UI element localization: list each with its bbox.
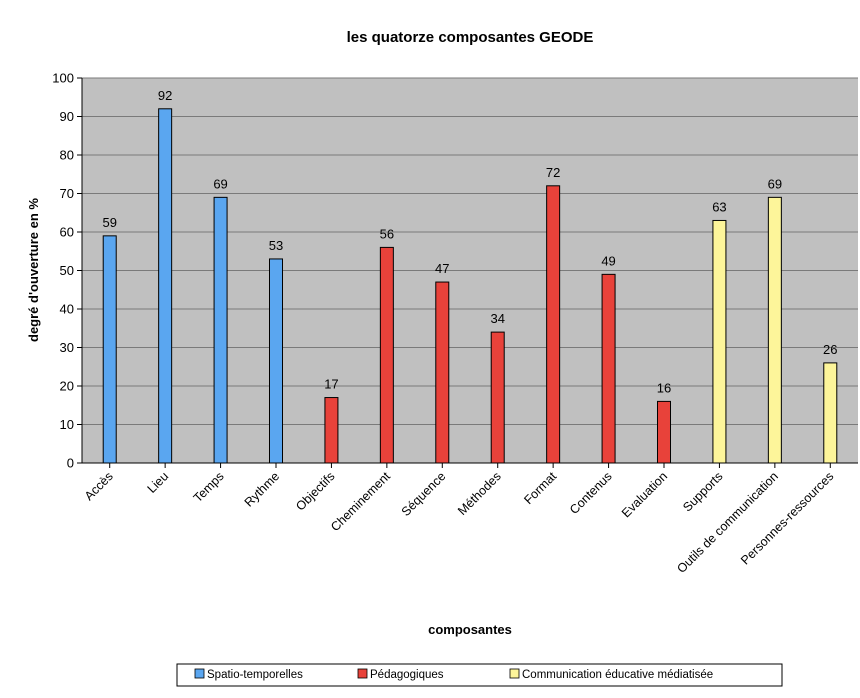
x-tick-label-outils-de-communication: Outils de communication [674, 469, 781, 576]
y-tick-label: 10 [60, 417, 74, 432]
data-label-supports: 63 [712, 199, 726, 214]
data-label-sequence: 47 [435, 261, 449, 276]
x-tick-label-temps: Temps [191, 469, 227, 505]
bar-personnes-ressources [823, 362, 838, 464]
data-label-methodes: 34 [490, 311, 504, 326]
bar-acces [102, 235, 117, 464]
y-tick-label: 80 [60, 148, 74, 163]
x-axis-title: composantes [428, 622, 512, 637]
x-tick-label-lieu: Lieu [145, 469, 172, 496]
legend-swatch-pedagogiques [357, 668, 368, 679]
data-label-cheminement: 56 [380, 226, 394, 241]
x-tick-label-personnes-ressources: Personnes-ressources [738, 469, 836, 567]
y-tick-label: 60 [60, 225, 74, 240]
bar-rythme [269, 258, 283, 464]
legend: Spatio-temporelles Pédagogiques Communicat… [176, 663, 783, 687]
y-tick-label: 0 [67, 456, 74, 471]
data-label-objectifs: 17 [324, 377, 338, 392]
data-label-evaluation: 16 [657, 380, 671, 395]
x-tick-label-acces: Accès [82, 469, 116, 503]
x-tick-label-format: Format [521, 469, 559, 507]
bar-cheminement [379, 246, 394, 464]
y-tick-label: 100 [52, 71, 74, 86]
data-label-lieu: 92 [158, 88, 172, 103]
legend-box [176, 663, 783, 687]
x-tick-label-rythme: Rythme [242, 469, 282, 509]
bar-supports [712, 219, 727, 464]
bar-evaluation [657, 400, 671, 464]
legend-swatch-communication-educative-mediatisee [509, 668, 520, 679]
y-tick-label: 40 [60, 302, 74, 317]
x-tick-label-supports: Supports [680, 469, 725, 514]
bar-outils-de-communication [767, 196, 782, 464]
y-tick-label: 50 [60, 263, 74, 278]
x-tick-label-objectifs: Objectifs [293, 469, 337, 513]
x-tick-label-contenus: Contenus [567, 469, 615, 517]
data-label-rythme: 53 [269, 238, 283, 253]
bar-contenus [601, 273, 616, 464]
data-label-contenus: 49 [601, 253, 615, 268]
data-label-format: 72 [546, 165, 560, 180]
bar-format [546, 185, 561, 464]
legend-swatch-spatio-temporelles [194, 668, 205, 679]
bar-temps [213, 196, 228, 464]
plot-area: 0 10 20 30 40 50 60 70 80 90 100 59 Accès 92 Lieu 69 Tem… [52, 71, 858, 576]
x-tick-label-methodes: Méthodes [455, 469, 504, 518]
legend-label-communication-educative-mediatisee: Communication éducative médiatisée [522, 669, 713, 681]
chart-title: les quatorze composantes GEODE [347, 29, 594, 46]
x-tick-label-sequence: Séquence [399, 469, 449, 519]
y-tick-label: 30 [60, 340, 74, 355]
y-tick-label: 20 [60, 379, 74, 394]
data-label-personnes-ressources: 26 [823, 342, 837, 357]
bar-lieu [158, 108, 173, 464]
x-tick-label-evaluation: Evaluation [619, 469, 670, 520]
bar-sequence [435, 281, 450, 464]
data-label-outils-de-communication: 69 [768, 176, 782, 191]
legend-label-spatio-temporelles: Spatio-temporelles [207, 669, 303, 681]
legend-label-pedagogiques: Pédagogiques [370, 669, 444, 681]
bar-methodes [490, 331, 505, 464]
data-label-temps: 69 [213, 176, 227, 191]
bar-objectifs [324, 397, 339, 464]
y-axis-title: degré d'ouverture en % [26, 198, 41, 342]
x-tick-label-cheminement: Cheminement [328, 469, 393, 534]
y-tick-label: 90 [60, 109, 74, 124]
y-tick-label: 70 [60, 186, 74, 201]
data-label-acces: 59 [102, 215, 116, 230]
